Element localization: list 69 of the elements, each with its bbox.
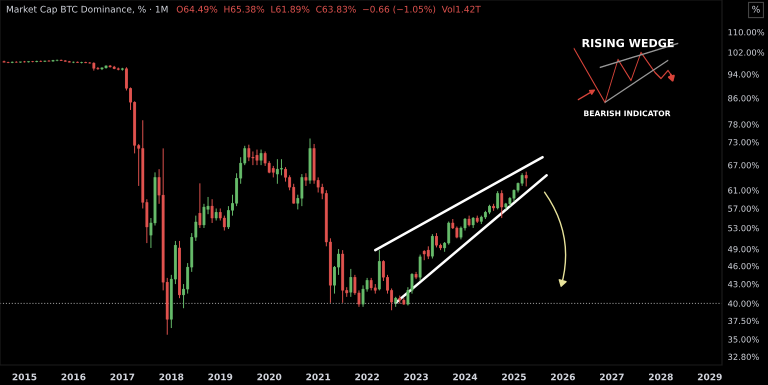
candlestick [276,158,279,184]
candlestick [251,150,254,166]
candlestick [222,215,226,232]
candlestick [447,221,450,246]
y-tick-label: 73.00% [728,139,759,146]
candlestick [374,284,377,294]
candlestick [496,190,500,210]
candlestick [455,226,458,239]
candlestick [256,149,258,166]
y-tick-label: 37.50% [728,318,759,324]
x-tick-label: 2025 [502,373,526,380]
x-tick-label: 2027 [600,373,624,380]
candlestick [524,171,528,187]
y-tick-label: 35.00% [728,336,759,343]
candlestick [247,144,250,162]
x-tick-label: 2024 [453,373,478,380]
y-tick-label: 102.00% [728,49,764,56]
candlestick [418,254,422,282]
candlestick [260,149,262,166]
candlestick [370,277,373,291]
x-tick-label: 2029 [698,373,722,380]
candlestick [226,206,230,230]
x-tick-label: 2019 [208,373,232,380]
x-tick-label: 2028 [648,373,673,380]
annotation: RISING WEDGE [582,38,674,48]
y-tick-label: 110.00% [728,29,764,36]
candlestick [422,250,426,261]
candlestick [468,215,471,227]
y-tick-label: 46.00% [728,262,759,270]
candlestick [520,172,524,186]
y-tick-label: 40.00% [728,300,759,307]
candlestick [435,232,438,248]
candlestick [488,204,491,215]
y-tick-label: 43.00% [728,281,759,288]
y-tick-label: 53.00% [728,224,759,232]
candlestick [214,208,218,221]
x-tick-label: 2022 [355,373,379,380]
x-tick-label: 2016 [62,373,86,380]
y-tick-label: 94.00% [728,71,759,78]
candlestick [426,246,430,260]
candlestick [472,216,475,228]
text: % [752,6,760,13]
x-tick-label: 2021 [306,373,330,380]
y-tick-label: 67.00% [728,162,759,168]
y-tick-label: 78.00% [728,121,759,128]
text: Market Cap BTC Dominance, % · 1M [6,6,168,14]
candlestick [202,203,206,228]
candlestick [349,268,352,298]
y-tick-label: 57.00% [728,205,759,212]
candlestick [210,198,214,224]
candlestick [198,182,202,228]
x-tick-label: 2018 [159,373,184,380]
candlestick [280,158,283,176]
candlestick [430,234,434,259]
y-tick-label: 61.00% [728,187,759,194]
x-tick-label: 2026 [551,373,575,380]
x-tick-label: 2017 [110,373,134,380]
candlestick [394,296,398,308]
text: O64.49% H65.38% L61.89% C63.83% −0.66 (−1.05%) Vol1.42T [176,6,481,14]
candlestick [300,174,304,207]
x-tick-label: 2023 [404,373,428,380]
y-tick-label: 49.00% [728,246,759,252]
candlestick [500,190,504,219]
candlestick [272,165,275,178]
x-tick-label: 2020 [257,373,282,380]
x-tick-label: 2015 [12,373,36,380]
y-tick-label: 86.00% [728,95,759,102]
candlestick [304,172,308,186]
y-tick-label: 32.80% [728,354,759,360]
